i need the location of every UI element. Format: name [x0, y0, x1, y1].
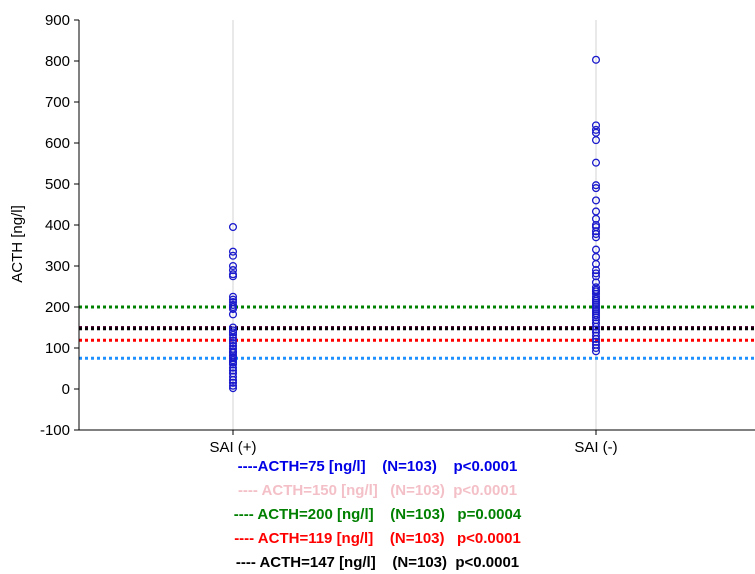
y-tick-label: 900: [45, 12, 70, 29]
data-point: [228, 261, 238, 271]
data-point: [228, 378, 238, 387]
data-point: [591, 272, 601, 281]
data-point: [228, 372, 238, 381]
data-point: [228, 272, 238, 281]
x-tick-label: SAI (-): [574, 439, 617, 456]
data-point: [591, 55, 601, 64]
data-point: [591, 184, 601, 193]
data-point: [228, 360, 238, 369]
data-point: [228, 304, 238, 314]
data-point: [591, 214, 601, 223]
data-point: [228, 384, 238, 393]
legend-entry: ---- ACTH=119 [ng/l] (N=103) p<0.0001: [234, 530, 521, 547]
data-point: [591, 181, 601, 190]
data-point: [228, 310, 238, 319]
data-point: [591, 347, 601, 356]
data-point: [228, 363, 238, 372]
y-tick-label: 0: [62, 381, 70, 398]
data-point: [591, 233, 601, 242]
data-point: [591, 331, 601, 340]
data-point: [228, 333, 238, 342]
data-point: [228, 292, 238, 301]
data-point: [228, 330, 238, 339]
data-point: [228, 375, 238, 385]
grid-layer: [232, 20, 597, 430]
x-tick-label: SAI (+): [209, 439, 256, 456]
y-tick-label: 200: [45, 299, 70, 316]
y-tick-label: 500: [45, 176, 70, 193]
data-point: [591, 313, 601, 322]
legend-entry: ----ACTH=75 [ng/l] (N=103) p<0.0001: [237, 458, 518, 475]
y-tick-label: 800: [45, 53, 70, 70]
threshold-layer: [79, 305, 755, 360]
data-point: [591, 319, 601, 328]
point-layer: [228, 55, 601, 393]
legend-entry: ---- ACTH=147 [ng/l] (N=103) p<0.0001: [235, 554, 520, 571]
data-point: [591, 229, 601, 239]
data-point: [228, 336, 238, 345]
y-tick-label: 400: [45, 217, 70, 234]
data-point: [591, 322, 601, 331]
data-point: [228, 247, 238, 256]
ytick-layer: -100 0 100 200 300 400 500 600 700 800 900: [40, 12, 79, 439]
xtick-layer: SAI (+) SAI (-): [209, 430, 618, 456]
y-tick-label: 600: [45, 135, 70, 152]
data-point: [228, 266, 238, 275]
legend-entry: ---- ACTH=200 [ng/l] (N=103) p=0.0004: [233, 506, 522, 523]
y-tick-label: 700: [45, 94, 70, 111]
data-point: [591, 125, 601, 134]
legend-entry: ---- ACTH=150 [ng/l] (N=103) p<0.0001: [237, 482, 518, 499]
data-point: [228, 328, 238, 337]
data-point: [228, 251, 238, 260]
data-point: [591, 259, 601, 269]
y-tick-label: -100: [40, 422, 70, 439]
y-tick-label: 100: [45, 340, 70, 357]
data-point: [591, 227, 601, 236]
data-point: [228, 381, 238, 390]
data-point: [591, 136, 601, 145]
data-point: [591, 337, 601, 346]
data-point: [228, 223, 238, 232]
data-point: [591, 158, 601, 167]
data-point: [591, 266, 601, 275]
data-point: [591, 334, 601, 344]
y-axis-title: ACTH [ng/l]: [9, 205, 26, 283]
data-point: [228, 339, 238, 348]
data-point: [591, 343, 601, 353]
data-point: [591, 196, 601, 205]
y-tick-label: 300: [45, 258, 70, 275]
data-point: [591, 269, 601, 278]
